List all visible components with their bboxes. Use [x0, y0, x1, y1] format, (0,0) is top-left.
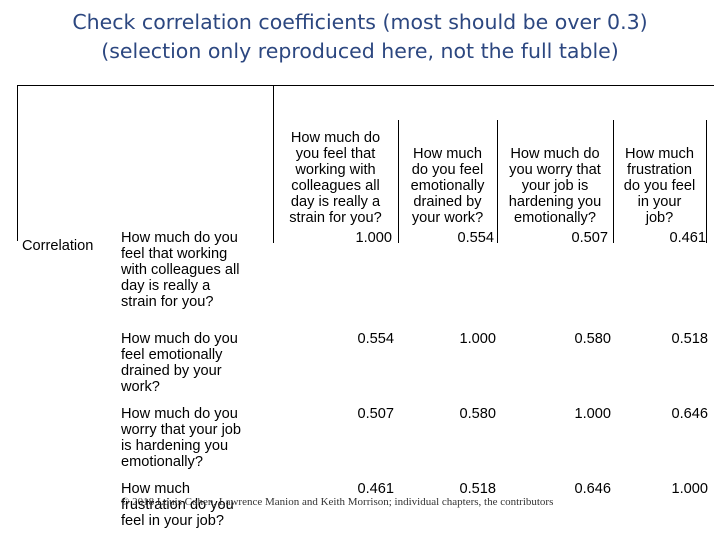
table-cell: 0.554: [357, 331, 394, 347]
copyright-footer: © 2018 Louis Cohen, Lawrence Manion and …: [121, 496, 554, 508]
table-cell: 0.580: [574, 331, 611, 347]
table-cell: 0.554: [457, 230, 494, 246]
table-cell: 1.000: [671, 481, 708, 497]
table-cell: 0.518: [459, 481, 496, 497]
table-cell: 0.518: [671, 331, 708, 347]
column-divider: [613, 120, 614, 243]
column-header: How much do you worry that your job is h…: [508, 146, 602, 226]
table-left-border: [17, 85, 18, 241]
column-divider: [398, 120, 399, 243]
table-cell: 0.461: [669, 230, 706, 246]
row-label: How much do you feel that working with c…: [121, 230, 240, 310]
column-header: How much do you feel emotionally drained…: [410, 146, 485, 226]
stub-label: Correlation: [22, 238, 94, 254]
title-line-1: Check correlation coefficients (most sho…: [72, 10, 648, 34]
table-cell: 1.000: [574, 406, 611, 422]
column-divider: [497, 120, 498, 243]
table-cell: 0.646: [574, 481, 611, 497]
table-cell: 0.461: [357, 481, 394, 497]
table-cell: 0.646: [671, 406, 708, 422]
slide-title: Check correlation coefficients (most sho…: [0, 8, 720, 66]
row-label: How much do you feel emotionally drained…: [121, 331, 238, 395]
title-line-2: (selection only reproduced here, not the…: [101, 39, 619, 63]
column-divider: [273, 85, 274, 243]
table-cell: 0.580: [459, 406, 496, 422]
table-cell: 0.507: [571, 230, 608, 246]
row-label: How much frustration do you feel in your…: [121, 481, 234, 529]
table-cell: 1.000: [459, 331, 496, 347]
table-cell: 0.507: [357, 406, 394, 422]
table-top-border: [17, 85, 714, 86]
table-cell: 1.000: [355, 230, 392, 246]
column-header: How much do you feel that working with c…: [289, 130, 382, 226]
column-divider: [706, 120, 707, 243]
row-label: How much do you worry that your job is h…: [121, 406, 242, 470]
column-header: How much frustration do you feel in your…: [623, 146, 696, 226]
